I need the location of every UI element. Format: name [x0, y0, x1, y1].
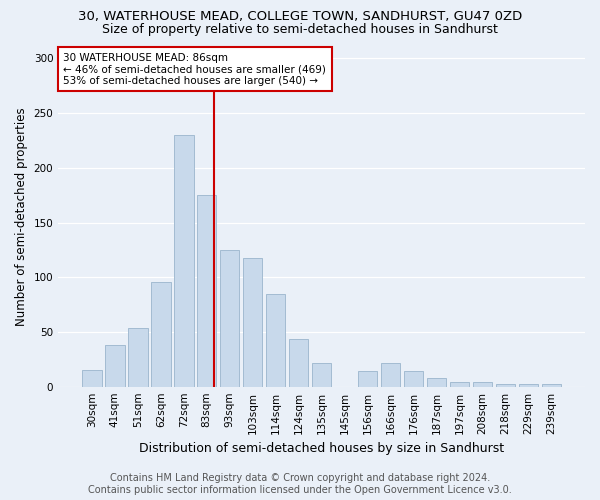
Bar [496, 384, 515, 386]
Y-axis label: Number of semi-detached properties: Number of semi-detached properties [15, 108, 28, 326]
Bar [174, 135, 194, 386]
X-axis label: Distribution of semi-detached houses by size in Sandhurst: Distribution of semi-detached houses by … [139, 442, 504, 455]
Text: Contains HM Land Registry data © Crown copyright and database right 2024.
Contai: Contains HM Land Registry data © Crown c… [88, 474, 512, 495]
Bar [542, 384, 561, 386]
Bar [266, 294, 286, 386]
Text: 30 WATERHOUSE MEAD: 86sqm
← 46% of semi-detached houses are smaller (469)
53% of: 30 WATERHOUSE MEAD: 86sqm ← 46% of semi-… [64, 52, 326, 86]
Bar [427, 378, 446, 386]
Bar [404, 372, 423, 386]
Bar [82, 370, 101, 386]
Bar [289, 338, 308, 386]
Text: Size of property relative to semi-detached houses in Sandhurst: Size of property relative to semi-detach… [102, 22, 498, 36]
Bar [518, 384, 538, 386]
Bar [312, 362, 331, 386]
Bar [243, 258, 262, 386]
Text: 30, WATERHOUSE MEAD, COLLEGE TOWN, SANDHURST, GU47 0ZD: 30, WATERHOUSE MEAD, COLLEGE TOWN, SANDH… [78, 10, 522, 23]
Bar [197, 195, 217, 386]
Bar [358, 372, 377, 386]
Bar [128, 328, 148, 386]
Bar [473, 382, 492, 386]
Bar [381, 362, 400, 386]
Bar [151, 282, 170, 387]
Bar [220, 250, 239, 386]
Bar [449, 382, 469, 386]
Bar [105, 345, 125, 387]
